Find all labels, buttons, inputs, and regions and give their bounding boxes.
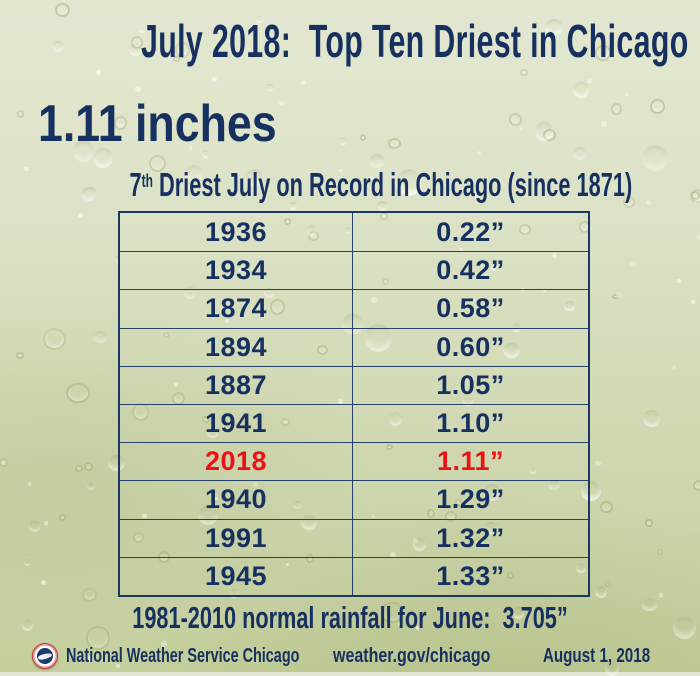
page-title: July 2018: Top Ten Driest in Chicago [0,14,700,68]
year-cell: 1945 [204,560,268,591]
footer-website-url: weather.gov/chicago [333,645,491,667]
table-row: 1940 1.29” [120,480,588,519]
year-cell: 1894 [204,331,268,362]
rainfall-amount-cell: 1.10” [352,405,588,443]
rainfall-amount-cell: 0.22” [352,213,588,252]
rainfall-amount-cell: 1.32” [352,519,588,557]
page-title-text: July 2018: Top Ten Driest in Chicago [141,15,689,67]
nws-logo-bird [37,652,53,661]
headline-value: 1.11 inches [38,94,316,154]
table-row: 1941 1.10” [120,404,588,443]
table-row: 1894 0.60” [120,327,588,366]
year-cell: 1887 [204,369,268,400]
normal-rainfall-note-text: 1981-2010 normal rainfall for June: 3.70… [132,600,568,635]
rainfall-amount-cell: 1.11” [352,443,588,481]
table-row: 1874 0.58” [120,289,588,328]
year-cell: 2018 [204,446,268,477]
table-row: 2018 1.11” [120,442,588,481]
nws-logo-icon [32,643,58,669]
rainfall-amount-cell: 0.58” [352,290,588,328]
nws-logo-globe [37,648,53,664]
headline-text: 1.11 inches [38,95,277,153]
table-row: 1887 1.05” [120,365,588,404]
normal-rainfall-note: 1981-2010 normal rainfall for June: 3.70… [0,600,700,636]
rainfall-amount-cell: 0.42” [352,252,588,290]
year-cell: 1940 [204,484,268,515]
rainfall-amount-cell: 1.29” [352,481,588,519]
table-row: 1934 0.42” [120,251,588,290]
year-cell: 1934 [204,255,268,286]
year-cell: 1874 [204,293,268,324]
year-cell: 1941 [204,408,268,439]
subtitle: 7th Driest July on Record in Chicago (si… [0,166,700,204]
year-cell: 1991 [204,522,268,553]
footer-date: August 1, 2018 [542,645,650,667]
rainfall-amount-cell: 1.05” [352,366,588,404]
subtitle-rank-suffix: th [141,170,153,191]
subtitle-rank-number: 7 [129,166,142,203]
year-cell: 1936 [204,216,268,247]
table-row: 1991 1.32” [120,518,588,557]
footer-org-name: National Weather Service Chicago [66,645,300,667]
table-row: 1945 1.33” [120,556,588,595]
driest-july-table: 1936 0.22” 1934 0.42” 1874 0.58” 1894 0.60” 1887… [118,211,590,597]
rainfall-amount-cell: 1.33” [352,557,588,595]
subtitle-text: 7th Driest July on Record in Chicago (si… [129,166,632,204]
table-row: 1936 0.22” [120,213,588,252]
rainfall-amount-cell: 0.60” [352,328,588,366]
subtitle-rest: Driest July on Record in Chicago (since … [152,166,633,203]
footer-bar: National Weather Service Chicago weather… [0,641,700,672]
